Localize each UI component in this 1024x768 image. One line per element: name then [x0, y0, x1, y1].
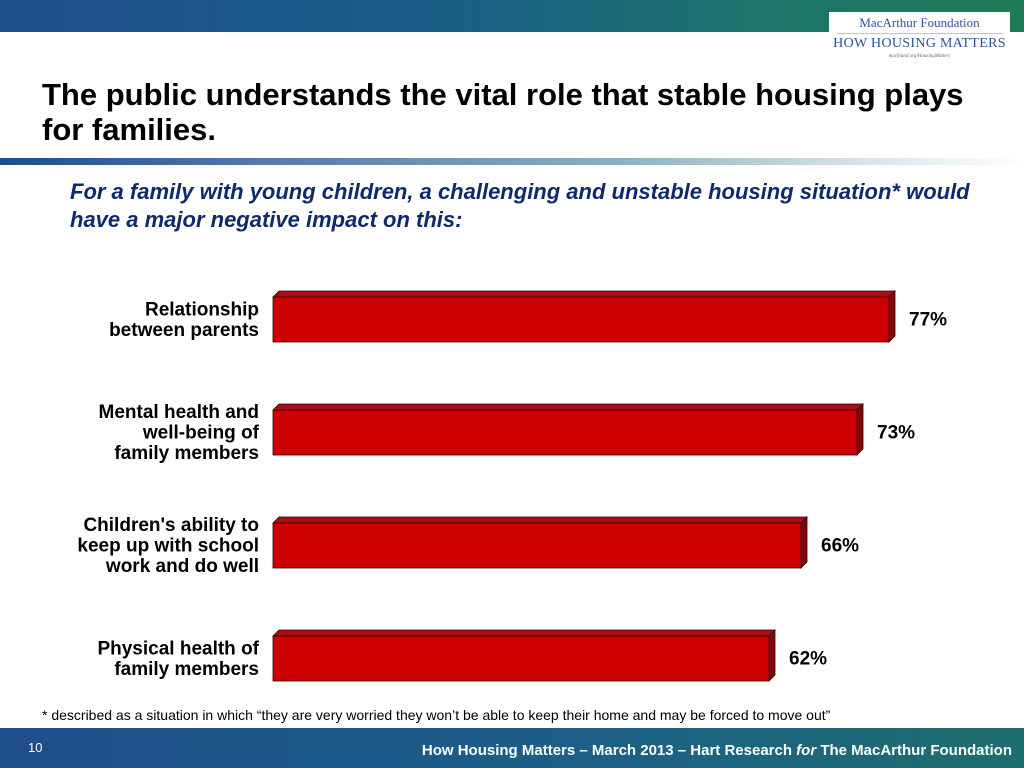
bar: [272, 296, 890, 343]
bar: [272, 409, 858, 456]
value-label: 73%: [877, 423, 915, 444]
bar-top-face: [272, 403, 864, 411]
value-label: 66%: [821, 536, 859, 557]
category-label-line: family members: [114, 659, 259, 680]
category-label-line: work and do well: [105, 556, 259, 577]
category-label: Relationship between parents: [109, 299, 259, 341]
footnote: * described as a situation in which “the…: [42, 707, 831, 723]
value-label: 77%: [909, 310, 947, 331]
bar: [272, 635, 770, 682]
category-label: Children's ability to keep up with school…: [77, 515, 259, 577]
footer-credit-prefix: How Housing Matters – March 2013 – Hart …: [421, 742, 797, 759]
title-divider: [0, 158, 1024, 165]
footer-credit-for: for: [796, 742, 817, 759]
value-label: 62%: [789, 649, 827, 670]
category-label-line: Children's ability to: [83, 515, 259, 536]
category-label-line: well-being of: [142, 423, 260, 444]
chart-subtitle: For a family with young children, a chal…: [70, 179, 970, 232]
logo-divider: [837, 33, 1002, 34]
page-number: 10: [28, 740, 43, 755]
bar-side-face: [800, 516, 808, 569]
category-label-line: keep up with school: [77, 536, 259, 557]
category-label-line: family members: [114, 443, 259, 464]
category-label-line: Mental health and: [99, 402, 259, 423]
footer-credit-suffix: The MacArthur Foundation: [816, 742, 1012, 759]
bar-top-face: [272, 516, 808, 524]
logo-url: macfound.org/HousingMatters: [888, 54, 951, 59]
category-label: Physical health of family members: [97, 638, 259, 680]
bar-side-face: [768, 629, 776, 682]
logo-program-name: HOW HOUSING MATTERS: [833, 36, 1006, 51]
bar-top-face: [272, 290, 896, 298]
bar-top-face: [272, 629, 776, 637]
bar-side-face: [856, 403, 864, 456]
category-label: Mental health and well-being of family mem…: [99, 402, 260, 464]
logo-foundation-name: MacArthur Foundation: [859, 15, 980, 30]
bar: [272, 522, 802, 569]
macarthur-logo: MacArthur Foundation HOW HOUSING MATTERS…: [829, 12, 1010, 62]
category-label-line: between parents: [109, 320, 259, 341]
footer-credit: How Housing Matters – March 2013 – Hart …: [422, 742, 1012, 759]
footer-bar: 10 How Housing Matters – March 2013 – Ha…: [0, 728, 1024, 768]
category-label-line: Relationship: [145, 299, 259, 320]
category-label-line: Physical health of: [97, 638, 259, 659]
slide-title: The public understands the vital role th…: [42, 77, 964, 147]
bar-side-face: [888, 290, 896, 343]
